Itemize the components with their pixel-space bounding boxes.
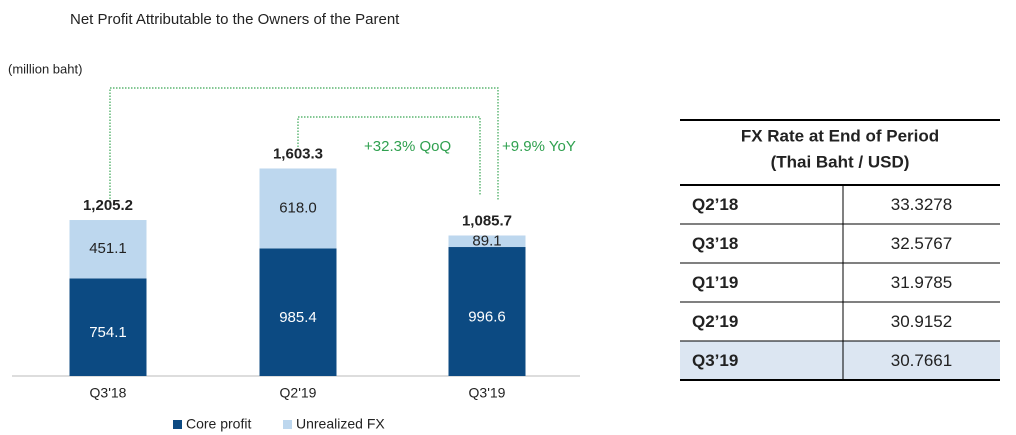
highlight-row <box>680 341 1000 380</box>
table-title: (Thai Baht / USD) <box>771 152 910 171</box>
value-label: 996.6 <box>468 308 506 325</box>
yoy-connector <box>109 87 499 205</box>
row-label: Q1’19 <box>692 273 738 292</box>
row-value: 31.9785 <box>891 273 952 292</box>
row-value: 30.7661 <box>891 351 952 370</box>
qoq-connector <box>297 116 481 196</box>
value-label: 985.4 <box>279 309 317 326</box>
total-label: 1,603.3 <box>273 145 323 162</box>
legend-swatch <box>283 420 292 429</box>
bar-segment <box>69 278 147 376</box>
row-label: Q3’19 <box>692 351 738 370</box>
legend-label: Core profit <box>186 416 251 432</box>
x-tick-label: Q2'19 <box>280 385 317 401</box>
value-label: 451.1 <box>89 240 127 257</box>
value-label: 754.1 <box>89 324 127 341</box>
bar-segment <box>448 235 526 248</box>
row-label: Q2’18 <box>692 195 738 214</box>
connectors <box>109 87 499 205</box>
bar-segment <box>69 220 147 279</box>
table-title: FX Rate at End of Period <box>741 126 939 145</box>
legend-label: Unrealized FX <box>296 416 385 432</box>
row-label: Q2’19 <box>692 312 738 331</box>
x-tick-label: Q3'19 <box>469 385 506 401</box>
bar-segment <box>259 168 337 249</box>
value-label: 89.1 <box>472 232 501 249</box>
legend-swatch <box>173 420 182 429</box>
chart-title: Net Profit Attributable to the Owners of… <box>70 11 400 28</box>
row-value: 30.9152 <box>891 312 952 331</box>
unit-label: (million baht) <box>8 61 82 76</box>
value-label: 618.0 <box>279 199 317 216</box>
row-label: Q3’18 <box>692 234 738 253</box>
total-label: 1,205.2 <box>83 197 133 214</box>
total-label: 1,085.7 <box>462 212 512 229</box>
row-value: 32.5767 <box>891 234 952 253</box>
row-value: 33.3278 <box>891 195 952 214</box>
bar-segment <box>448 247 526 376</box>
bar-segment <box>259 248 337 376</box>
annotation: +9.9% YoY <box>502 138 576 155</box>
annotation: +32.3% QoQ <box>364 138 451 155</box>
x-tick-label: Q3'18 <box>90 385 127 401</box>
